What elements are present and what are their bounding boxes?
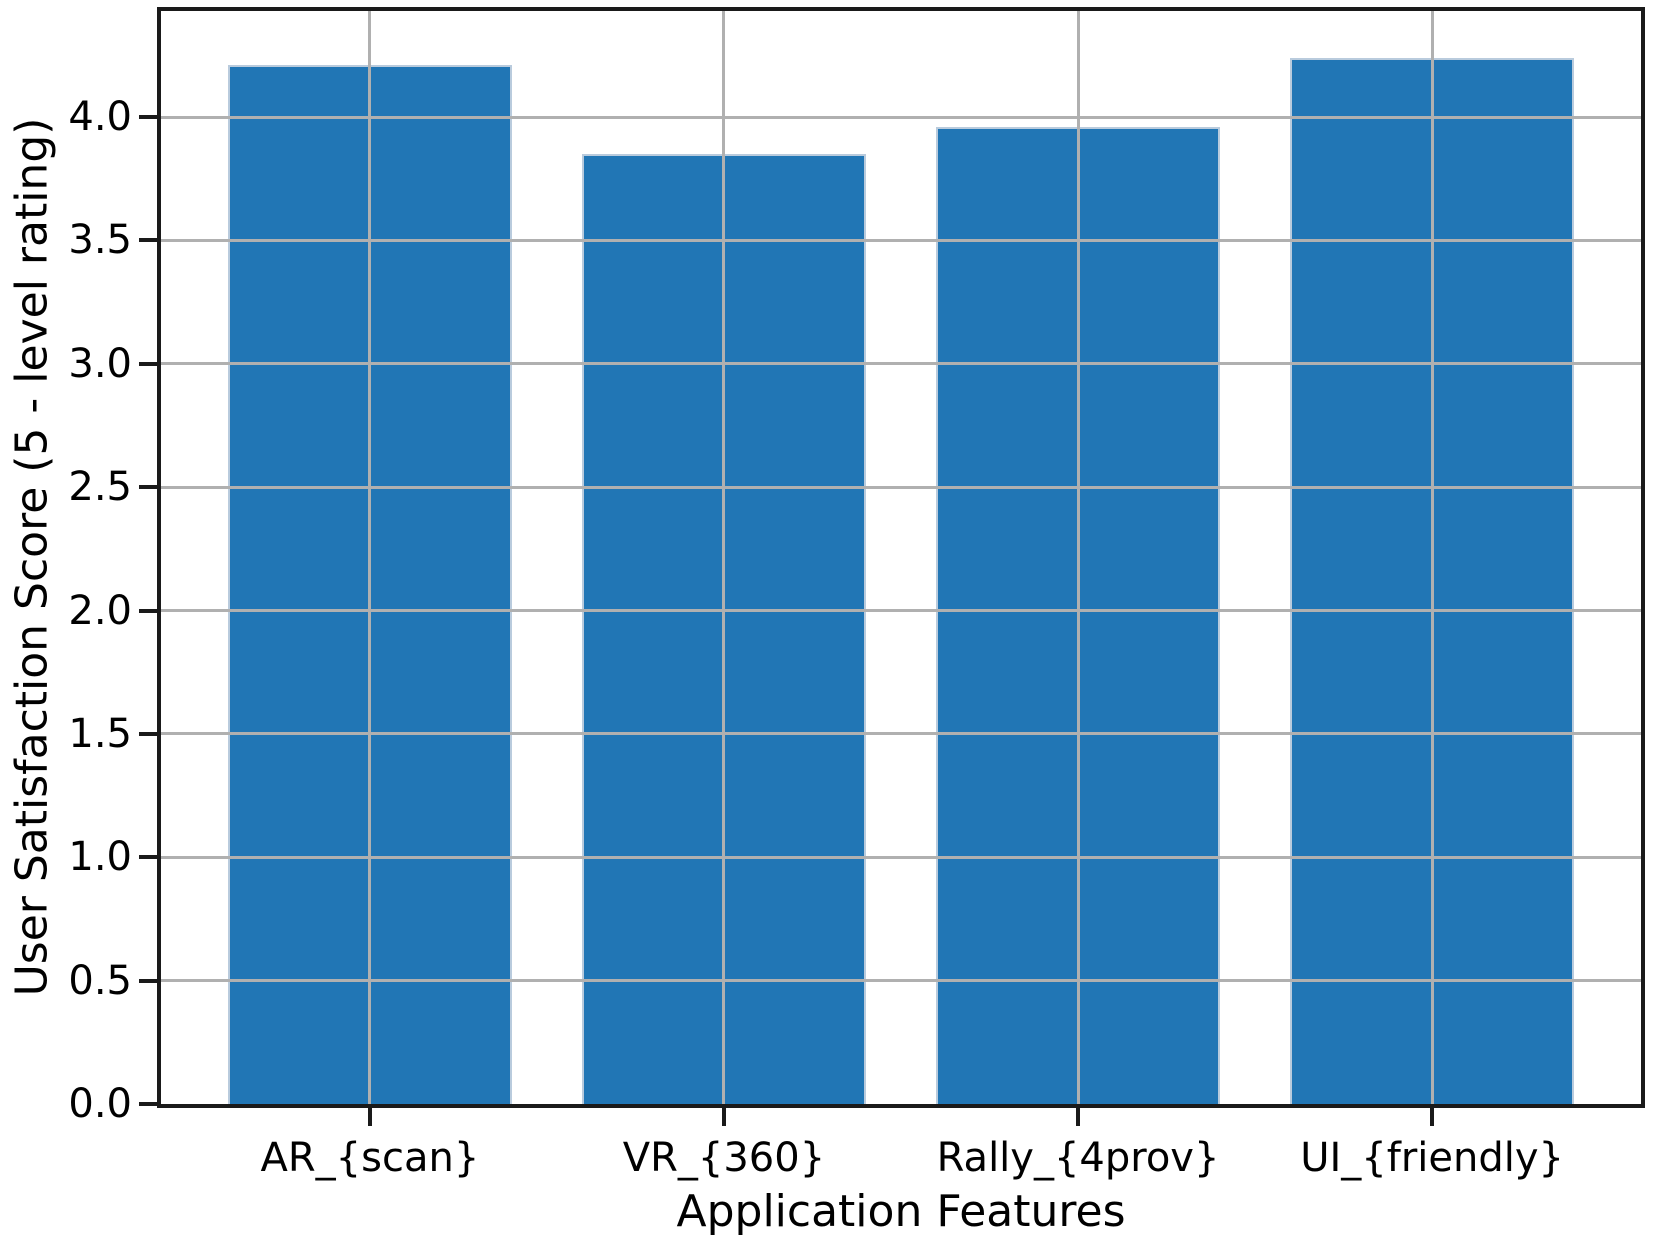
h-gridline: [161, 362, 1641, 366]
h-gridline: [161, 609, 1641, 613]
y-tick-label: 3.0: [68, 340, 132, 387]
h-gridline: [161, 979, 1641, 983]
x-tick: [1076, 1108, 1081, 1126]
x-tick: [367, 1108, 372, 1126]
h-gridline: [161, 115, 1641, 119]
x-tick: [1430, 1108, 1435, 1126]
y-tick: [139, 361, 157, 366]
v-gridline: [368, 11, 372, 1104]
y-tick: [139, 608, 157, 613]
v-gridline: [722, 11, 726, 1104]
y-tick-label: 2.5: [68, 464, 132, 511]
y-tick: [139, 978, 157, 983]
y-tick-label: 1.0: [68, 834, 132, 881]
y-tick-label: 3.5: [68, 217, 132, 264]
y-tick-label: 2.0: [68, 587, 132, 634]
plot-area: [157, 7, 1645, 1108]
y-tick: [139, 731, 157, 736]
y-tick: [139, 238, 157, 243]
x-tick-label: AR_{scan}: [260, 1135, 480, 1181]
h-gridline: [161, 238, 1641, 242]
h-gridline: [161, 732, 1641, 736]
y-tick-label: 1.5: [68, 710, 132, 757]
y-tick-label: 4.0: [68, 94, 132, 141]
x-tick-label: VR_{360}: [622, 1135, 826, 1181]
h-gridline: [161, 855, 1641, 859]
x-tick-label: UI_{friendly}: [1300, 1135, 1564, 1181]
v-gridline: [1430, 11, 1434, 1104]
y-tick: [139, 855, 157, 860]
y-tick: [139, 1102, 157, 1106]
x-axis-label: Application Features: [676, 1186, 1126, 1237]
x-tick-label: Rally_{4prov}: [936, 1135, 1220, 1181]
y-tick: [139, 115, 157, 120]
y-tick-label: 0.5: [68, 957, 132, 1004]
y-tick-label: 0.0: [68, 1081, 132, 1127]
x-tick: [721, 1108, 726, 1126]
v-gridline: [1076, 11, 1080, 1104]
y-tick: [139, 485, 157, 490]
h-gridline: [161, 485, 1641, 489]
